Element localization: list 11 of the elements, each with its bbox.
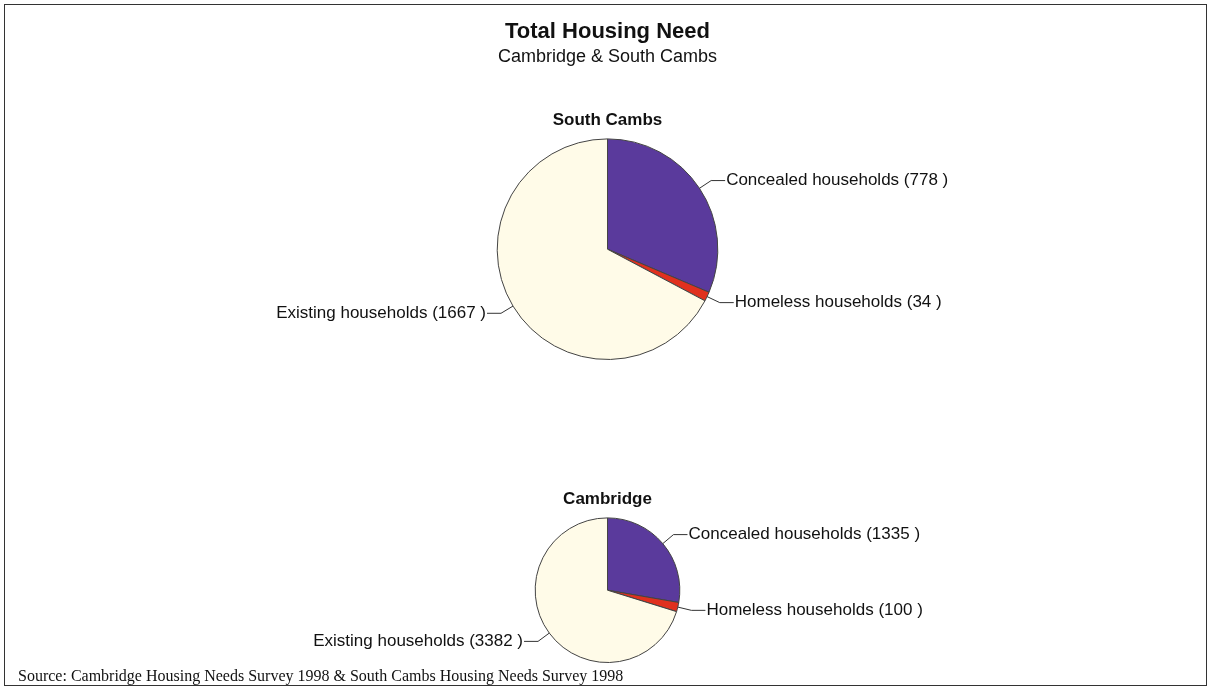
text: Cambridge & South Cambs [496,46,719,67]
slice-label: Concealed households (778 ) [726,170,949,190]
slice-label: Existing households (3382 ) [313,631,524,651]
source-note: Source: Cambridge Housing Needs Survey 1998 & South Cambs Housing Needs Survey 1998 [18,667,624,685]
chart-title: South Cambs [552,109,663,129]
slice-label: Homeless households (34 ) [734,292,942,312]
chart-title: Cambridge [563,488,652,508]
text: Total Housing Need [504,18,711,44]
slice-label: Existing households (1667 ) [276,302,486,322]
slice-label: Homeless households (100 ) [706,600,923,620]
slice-label: Concealed households (1335 ) [688,524,921,544]
